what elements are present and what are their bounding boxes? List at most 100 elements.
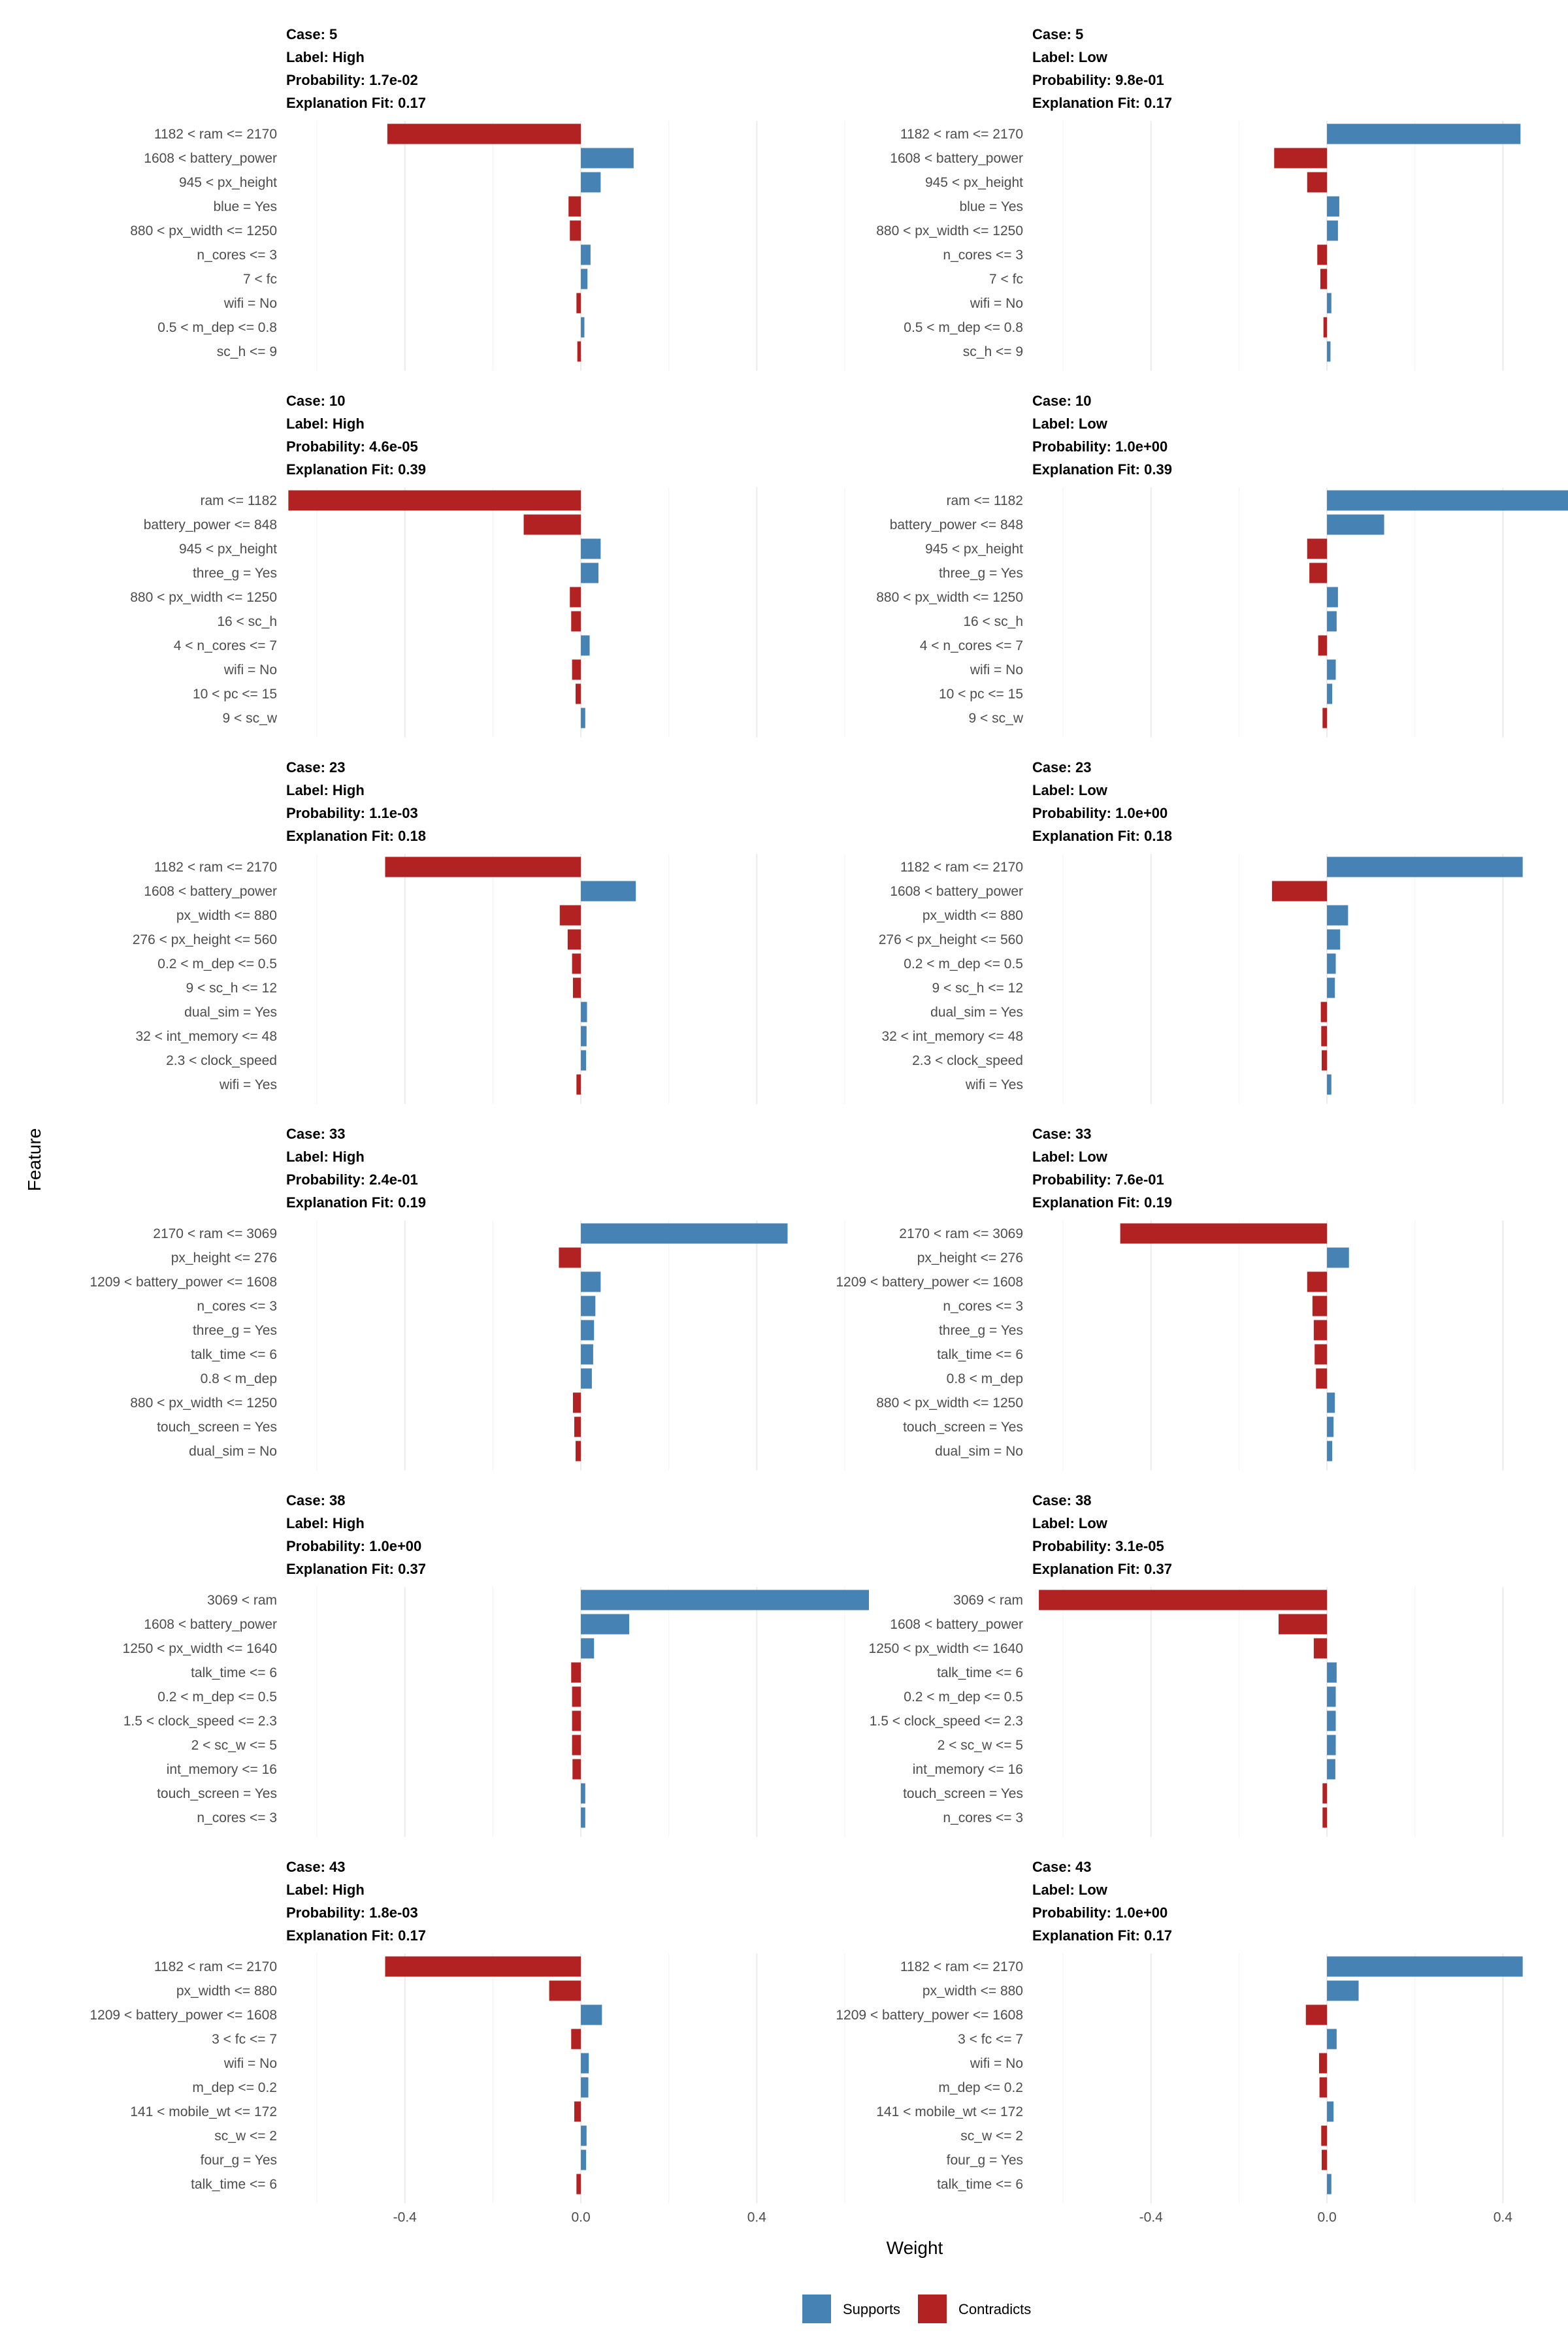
bar — [576, 1074, 581, 1095]
panel-label: Label: Low — [1032, 1149, 1108, 1165]
bar — [1327, 1710, 1336, 1731]
bar — [1327, 1662, 1337, 1683]
panel-probability: Probability: 7.6e-01 — [1032, 1171, 1164, 1188]
feature-label: three_g = Yes — [193, 566, 277, 581]
bar — [385, 857, 581, 877]
feature-label: n_cores <= 3 — [197, 248, 277, 263]
feature-label: 945 < px_height — [925, 542, 1023, 557]
feature-label: talk_time <= 6 — [191, 1347, 277, 1362]
feature-label: dual_sim = No — [189, 1444, 277, 1459]
bar — [1327, 1980, 1359, 2001]
feature-label: 1209 < battery_power <= 1608 — [90, 2008, 277, 2023]
feature-label: 141 < mobile_wt <= 172 — [876, 2104, 1023, 2119]
feature-label: 141 < mobile_wt <= 172 — [130, 2104, 277, 2119]
bar — [570, 220, 581, 241]
panel-probability: Probability: 1.1e-03 — [286, 805, 418, 821]
feature-label: 2170 < ram <= 3069 — [899, 1226, 1023, 1241]
bar — [523, 514, 581, 535]
feature-label: 7 < fc — [989, 272, 1023, 287]
bar — [581, 1296, 596, 1316]
feature-label: 880 < px_width <= 1250 — [130, 223, 277, 238]
bar — [1271, 881, 1328, 902]
bar — [581, 1807, 585, 1828]
feature-label: dual_sim = Yes — [930, 1005, 1023, 1020]
feature-label: 9 < sc_h <= 12 — [932, 981, 1023, 996]
feature-label: n_cores <= 3 — [943, 248, 1023, 263]
feature-label: dual_sim = No — [935, 1444, 1023, 1459]
feature-label: blue = Yes — [959, 199, 1023, 214]
feature-label: 2170 < ram <= 3069 — [153, 1226, 277, 1241]
panel-fit: Explanation Fit: 0.37 — [286, 1561, 426, 1577]
bar — [581, 881, 636, 902]
bar — [1318, 635, 1328, 656]
bar — [571, 2029, 581, 2050]
bar — [1327, 587, 1338, 608]
bar — [572, 953, 581, 974]
bar — [1327, 1416, 1334, 1437]
feature-label: sc_w <= 2 — [214, 2129, 277, 2144]
bar — [1321, 2149, 1328, 2170]
bar — [581, 563, 598, 583]
feature-label: 1608 < battery_power — [890, 884, 1023, 899]
bar — [1327, 977, 1335, 998]
feature-label: m_dep <= 0.2 — [938, 2080, 1023, 2095]
panel-fit: Explanation Fit: 0.17 — [286, 95, 426, 111]
bar — [581, 244, 591, 265]
bar — [1327, 905, 1348, 926]
bar — [1279, 1614, 1328, 1635]
bar — [581, 1050, 587, 1071]
feature-label: wifi = Yes — [965, 1077, 1023, 1092]
panel-label: Label: Low — [1032, 1515, 1108, 1531]
panel-case: Case: 43 — [1032, 1859, 1092, 1875]
feature-label: 1182 < ram <= 2170 — [900, 860, 1023, 875]
feature-label: 1209 < battery_power <= 1608 — [836, 1275, 1023, 1290]
feature-label: battery_power <= 848 — [890, 517, 1023, 532]
feature-label: 1209 < battery_power <= 1608 — [836, 2008, 1023, 2023]
feature-label: 0.2 < m_dep <= 0.5 — [157, 956, 277, 972]
panel-case: Case: 38 — [1032, 1492, 1092, 1509]
feature-label: 1182 < ram <= 2170 — [154, 860, 277, 875]
feature-label: px_width <= 880 — [923, 908, 1023, 923]
feature-label: 0.8 < m_dep — [201, 1371, 277, 1386]
bar — [1322, 1807, 1328, 1828]
bar — [574, 1416, 581, 1437]
panel-case: Case: 38 — [286, 1492, 346, 1509]
bar — [576, 2174, 581, 2195]
bar — [581, 1002, 587, 1022]
x-tick-label: 0.4 — [1494, 2210, 1513, 2225]
bar — [1274, 148, 1328, 169]
panel-case: Case: 33 — [1032, 1126, 1092, 1142]
bar — [581, 2077, 589, 2098]
feature-label: 4 < n_cores <= 7 — [920, 638, 1023, 653]
panel-probability: Probability: 1.0e+00 — [1032, 438, 1168, 455]
bar — [1327, 1759, 1335, 1780]
bar — [581, 1320, 595, 1341]
bar — [1327, 293, 1331, 314]
bar — [1327, 1392, 1335, 1413]
bar — [1322, 1783, 1328, 1804]
bar — [385, 1956, 581, 1977]
feature-label: 16 < sc_h — [963, 614, 1023, 629]
bar — [581, 2149, 587, 2170]
feature-label: wifi = No — [970, 2056, 1023, 2071]
feature-label: n_cores <= 3 — [197, 1810, 277, 1825]
panel-case: Case: 5 — [286, 26, 337, 42]
bar — [1317, 244, 1328, 265]
bar — [567, 929, 581, 950]
bar — [577, 341, 581, 362]
legend-label-supports: Supports — [843, 2301, 900, 2317]
bar — [581, 538, 601, 559]
bar — [581, 1223, 788, 1244]
feature-label: 2 < sc_w <= 5 — [938, 1738, 1023, 1753]
feature-label: 945 < px_height — [925, 175, 1023, 190]
panel-label: Label: Low — [1032, 782, 1108, 798]
panel-probability: Probability: 1.0e+00 — [1032, 805, 1168, 821]
feature-label: 880 < px_width <= 1250 — [130, 1396, 277, 1411]
feature-label: talk_time <= 6 — [937, 1347, 1023, 1362]
bar — [572, 1392, 581, 1413]
bar — [581, 1614, 630, 1635]
feature-label: 0.8 < m_dep — [947, 1371, 1023, 1386]
x-tick-label: 0.0 — [1317, 2210, 1336, 2225]
bar — [1327, 341, 1331, 362]
